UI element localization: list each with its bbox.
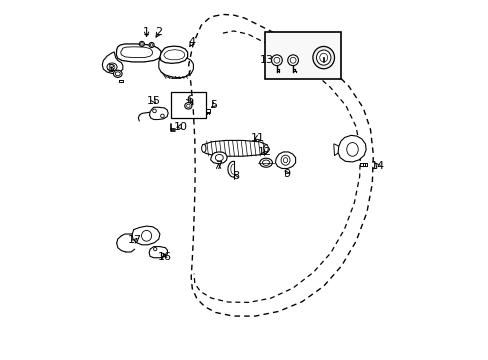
Ellipse shape [184,103,192,109]
Text: 16: 16 [157,252,171,262]
Polygon shape [337,135,366,162]
Text: 5: 5 [210,100,217,110]
Text: 10: 10 [173,122,187,132]
Ellipse shape [149,42,154,48]
Text: 1: 1 [143,27,150,37]
Text: 13: 13 [259,55,273,66]
Ellipse shape [139,41,144,46]
Text: 14: 14 [370,161,384,171]
Text: 17: 17 [127,235,142,246]
Text: 3: 3 [107,64,114,74]
Text: 4: 4 [188,37,196,48]
Text: 9: 9 [283,168,290,179]
Ellipse shape [316,50,330,65]
Ellipse shape [107,63,117,71]
Text: 15: 15 [146,96,161,106]
Text: 12: 12 [258,147,272,157]
Ellipse shape [312,46,334,69]
Polygon shape [149,107,168,120]
Polygon shape [210,152,227,164]
Text: 7: 7 [215,161,222,171]
Polygon shape [132,226,160,245]
Polygon shape [149,247,167,258]
Polygon shape [275,152,295,168]
Polygon shape [160,46,187,63]
Bar [170,92,205,118]
Ellipse shape [259,158,272,167]
Ellipse shape [201,144,205,152]
Ellipse shape [264,145,268,152]
Bar [265,32,340,79]
Text: 2: 2 [155,27,163,37]
Polygon shape [102,52,122,73]
Polygon shape [116,44,161,62]
Text: 8: 8 [231,171,239,181]
Text: 6: 6 [186,95,193,105]
Text: 11: 11 [251,132,264,143]
Ellipse shape [113,70,122,77]
